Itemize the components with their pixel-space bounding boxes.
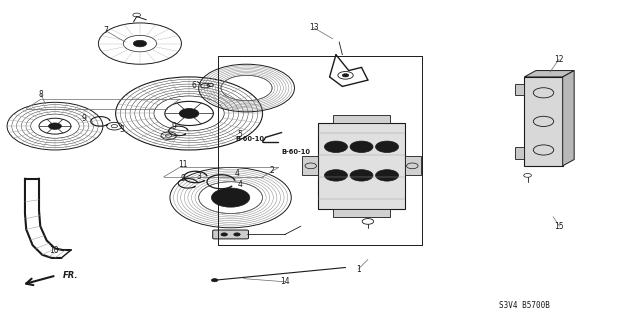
Circle shape: [356, 173, 367, 178]
Text: 9: 9: [172, 122, 177, 131]
Circle shape: [221, 233, 227, 236]
Circle shape: [133, 40, 147, 47]
Text: FR.: FR.: [63, 271, 78, 280]
Circle shape: [324, 141, 348, 152]
Text: 15: 15: [555, 222, 564, 231]
Circle shape: [324, 170, 348, 181]
Text: 9: 9: [81, 114, 86, 123]
Text: 6: 6: [191, 81, 196, 90]
Bar: [404, 156, 420, 175]
Text: S3V4 B5700B: S3V4 B5700B: [499, 301, 550, 310]
Text: 4: 4: [234, 169, 239, 178]
Text: 11: 11: [178, 160, 188, 169]
FancyBboxPatch shape: [319, 123, 404, 209]
Text: 8: 8: [38, 90, 44, 99]
Circle shape: [376, 141, 399, 152]
Circle shape: [376, 170, 399, 181]
Text: 12: 12: [554, 55, 564, 64]
Text: B-60-10: B-60-10: [236, 136, 265, 142]
Circle shape: [356, 144, 367, 150]
Circle shape: [179, 108, 199, 118]
Circle shape: [330, 144, 342, 150]
Text: 5: 5: [237, 130, 243, 138]
Polygon shape: [563, 70, 574, 166]
Circle shape: [342, 74, 349, 77]
Circle shape: [381, 173, 393, 178]
Circle shape: [234, 233, 240, 236]
Text: B-60-10: B-60-10: [282, 149, 310, 155]
Text: 2: 2: [269, 166, 275, 175]
Circle shape: [381, 144, 393, 150]
Bar: [515, 147, 524, 159]
Polygon shape: [524, 70, 574, 77]
Bar: [515, 84, 524, 95]
Circle shape: [211, 188, 250, 207]
Text: 3: 3: [120, 125, 124, 134]
Text: 7: 7: [104, 26, 109, 35]
Bar: [333, 115, 390, 123]
Bar: [333, 209, 390, 217]
Circle shape: [211, 278, 218, 282]
Circle shape: [350, 141, 373, 152]
Text: 3: 3: [196, 173, 201, 182]
FancyBboxPatch shape: [212, 230, 248, 239]
Circle shape: [330, 173, 342, 178]
Bar: [303, 156, 319, 175]
Text: 1: 1: [356, 264, 361, 274]
Circle shape: [350, 170, 373, 181]
Text: 10: 10: [49, 246, 58, 255]
Text: 13: 13: [309, 23, 319, 32]
Text: 14: 14: [280, 277, 290, 286]
Circle shape: [49, 123, 61, 129]
Bar: [524, 77, 563, 166]
Text: 9: 9: [180, 174, 185, 183]
Text: 4: 4: [237, 181, 243, 189]
